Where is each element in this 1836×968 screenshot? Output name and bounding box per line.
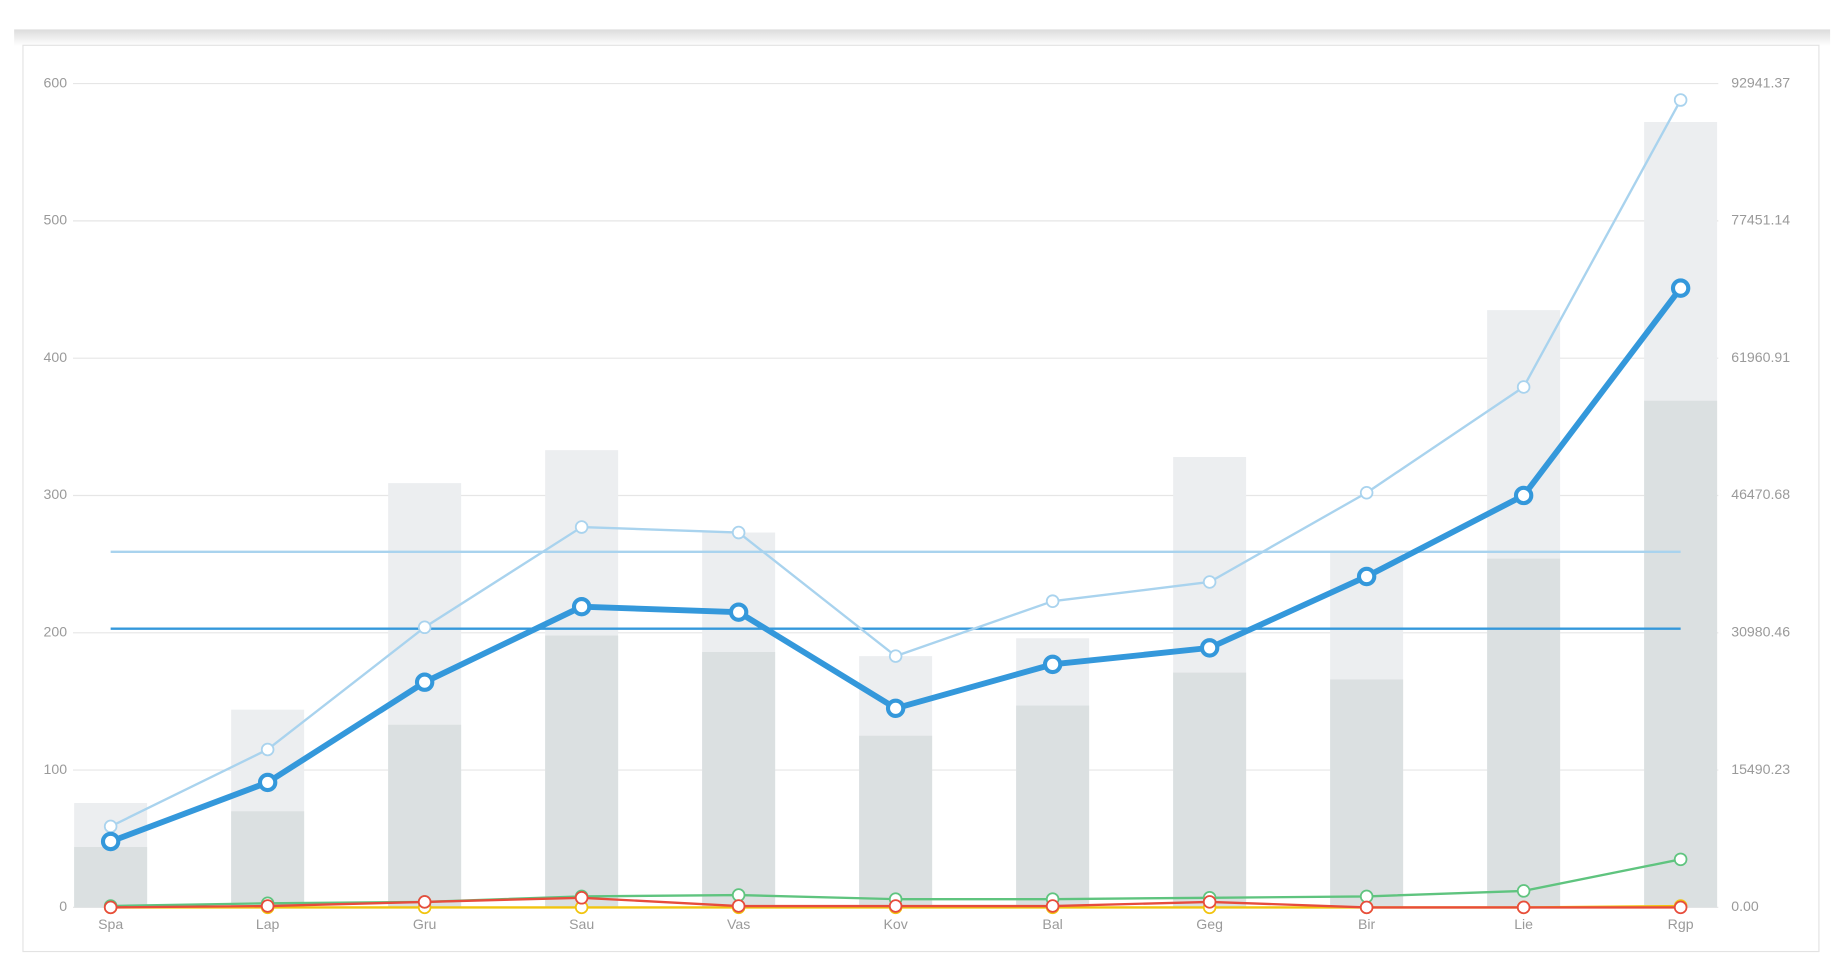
point [417, 895, 432, 909]
bar [1487, 558, 1561, 908]
point [1202, 575, 1217, 589]
toolbar-shadow [14, 29, 1831, 46]
y-tick-label: 600 [44, 74, 68, 90]
y2-tick-label: 92941.37 [1731, 74, 1790, 90]
point [1513, 485, 1534, 506]
point [574, 520, 589, 534]
point [1670, 278, 1691, 298]
point [1045, 899, 1060, 913]
y-tick-label: 100 [44, 761, 68, 777]
point [731, 525, 746, 540]
y2-tick-label: 77451.14 [1731, 212, 1790, 228]
point [1516, 900, 1531, 915]
bar [388, 724, 462, 908]
y2-tick-label: 0.00 [1731, 898, 1759, 914]
point [1356, 566, 1377, 587]
y2-tick-label: 46470.68 [1731, 486, 1790, 502]
point [888, 899, 903, 913]
point [1673, 852, 1688, 867]
point [1045, 594, 1060, 608]
point [885, 698, 906, 719]
point [260, 899, 275, 913]
point [414, 672, 435, 692]
y2-tick-label: 61960.91 [1731, 349, 1790, 365]
y2-tick-label: 15490.23 [1731, 761, 1790, 777]
x-tick-label: Lie [1514, 916, 1533, 932]
y-tick-label: 500 [44, 212, 68, 228]
bar [1644, 400, 1718, 908]
x-tick-label: Lap [256, 916, 280, 932]
point [731, 899, 746, 913]
bar [1173, 672, 1247, 908]
point [1202, 895, 1217, 909]
point [257, 772, 278, 793]
point [1042, 654, 1063, 675]
bar [859, 735, 933, 908]
point [103, 900, 118, 915]
point [1673, 900, 1688, 915]
point [260, 742, 275, 757]
point [1199, 638, 1220, 658]
bar [702, 652, 776, 908]
point [728, 602, 749, 622]
point [731, 888, 746, 902]
bar [231, 811, 305, 908]
point [1359, 889, 1374, 904]
point [100, 831, 121, 852]
bar [74, 846, 148, 908]
y-tick-label: 200 [44, 624, 68, 640]
point [574, 891, 589, 905]
x-tick-label: Geg [1196, 916, 1223, 932]
point [571, 596, 592, 617]
x-tick-label: Sau [569, 916, 594, 932]
point [1516, 884, 1531, 898]
x-tick-label: Gru [413, 916, 437, 932]
y2-tick-label: 30980.46 [1731, 624, 1790, 640]
y-tick-label: 0 [59, 898, 67, 914]
y-tick-label: 400 [44, 349, 68, 365]
bar [1016, 705, 1090, 908]
x-tick-label: Bir [1358, 916, 1376, 932]
point [1516, 380, 1531, 394]
x-tick-label: Rgp [1668, 916, 1694, 932]
point [1359, 900, 1374, 915]
point [103, 819, 118, 834]
x-tick-label: Bal [1042, 916, 1062, 932]
bar [1330, 679, 1404, 908]
point [888, 649, 903, 663]
point [1359, 485, 1374, 500]
x-tick-label: Vas [727, 916, 750, 932]
bar [545, 635, 619, 908]
point [1673, 93, 1688, 107]
y-tick-label: 300 [44, 486, 68, 502]
plot-area: 0 100 200 300 400 500 600 0.00 15490.23 30980.46 4… [44, 74, 1791, 931]
point [417, 620, 432, 635]
x-tick-label: Kov [883, 916, 907, 932]
x-tick-label: Spa [98, 916, 123, 932]
